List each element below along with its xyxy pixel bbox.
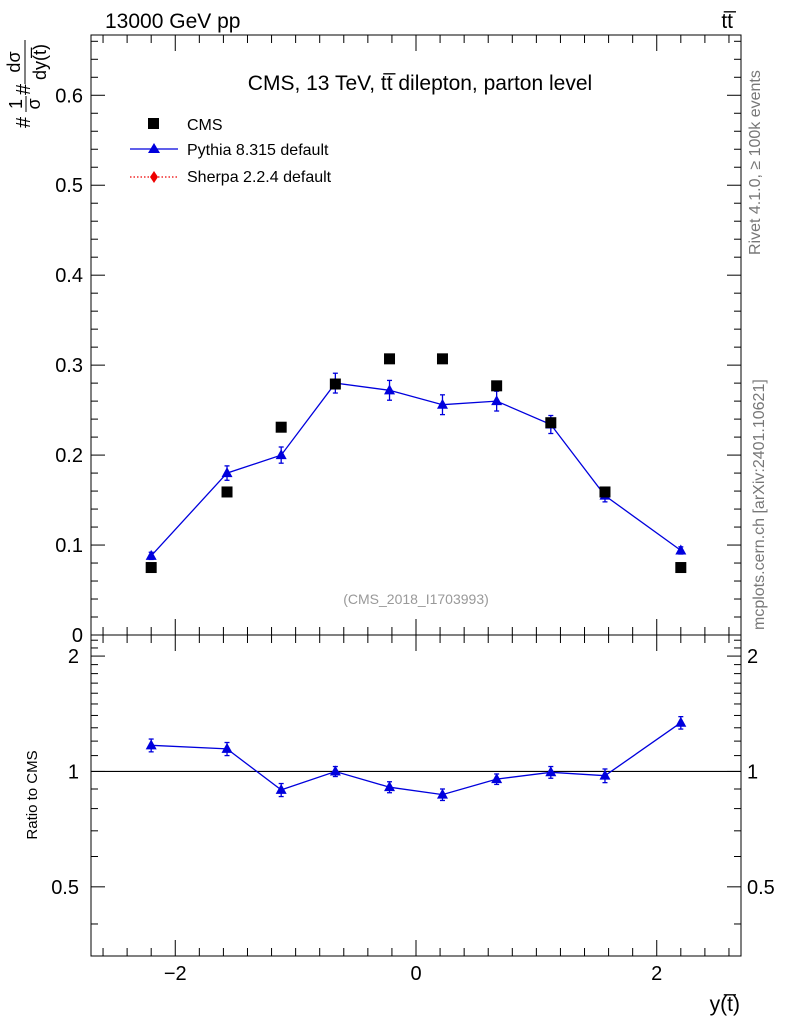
mcplots-label: mcplots.cern.ch [arXiv:2401.10621]	[751, 379, 768, 630]
svg-text:dy(t̅): dy(t̅)	[30, 44, 50, 80]
pythia-point	[221, 467, 233, 478]
svg-text:#: #	[13, 116, 35, 128]
ratio-panel-frame	[90, 634, 742, 957]
main-data-layer	[145, 353, 687, 574]
pythia-point	[275, 449, 287, 460]
pythia-point	[436, 398, 448, 409]
main-y-tick-labels: 0.1 0.2 0.3 0.4 0.5 0.6 0	[55, 85, 83, 647]
cms-point	[329, 378, 341, 390]
process-label: tt̅	[721, 10, 737, 33]
pythia-point	[384, 384, 396, 395]
svg-text:1: 1	[6, 99, 26, 109]
main-y-tick-label: 0.4	[55, 265, 83, 287]
pythia-point	[145, 549, 157, 560]
ratio-pythia-point	[329, 765, 341, 776]
svg-text:Sherpa 2.2.4 default: Sherpa 2.2.4 default	[187, 169, 332, 186]
ratio-y-axis-label: Ratio to CMS	[24, 750, 41, 839]
svg-text:σ: σ	[24, 98, 44, 109]
main-y-tick-label: 0.6	[55, 85, 83, 107]
chart-title: CMS, 13 TeV, tt̅ dilepton, parton level	[248, 72, 592, 95]
x-tick-label: −2	[164, 963, 187, 985]
x-axis-label: y(t̅)	[710, 993, 740, 1016]
ratio-x-tick-labels: −2 0 2	[164, 963, 662, 985]
x-tick-label: 0	[410, 963, 421, 985]
pythia-point	[491, 395, 503, 406]
ratio-y-tick-label-right: 1	[747, 761, 758, 783]
svg-text:dσ: dσ	[4, 51, 24, 72]
ratio-y-tick-label-left: 1	[68, 761, 79, 783]
rivet-label: Rivet 4.1.0, ≥ 100k events	[747, 70, 764, 255]
cms-point	[436, 353, 448, 365]
svg-text:Pythia 8.315 default: Pythia 8.315 default	[187, 142, 329, 159]
legend-entry-sherpa: Sherpa 2.2.4 default	[130, 169, 332, 186]
analysis-watermark: (CMS_2018_I1703993)	[343, 591, 489, 607]
ratio-pythia-point	[275, 783, 287, 794]
main-y-tick-label: 0.3	[55, 355, 83, 377]
cms-point	[491, 380, 503, 392]
cms-point	[545, 417, 557, 429]
svg-text:#: #	[13, 83, 35, 95]
ratio-y-tick-label-right: 0.5	[747, 877, 775, 899]
cms-point	[384, 353, 396, 365]
main-y-tick-label: 0.5	[55, 175, 83, 197]
ratio-y-tick-label-left: 0.5	[51, 877, 79, 899]
main-y-tick-label: 0.1	[55, 535, 83, 557]
pythia-line	[150, 382, 682, 557]
legend-entry-pythia: Pythia 8.315 default	[130, 142, 329, 159]
ratio-y-tick-label-right: 2	[747, 646, 758, 668]
pythia-point	[675, 544, 687, 555]
ratio-pythia-point	[599, 769, 611, 780]
ratio-pythia-point	[145, 739, 157, 750]
legend-entry-cms: CMS	[148, 117, 223, 134]
main-axis-ticks	[91, 35, 741, 636]
ratio-axis-ticks	[91, 635, 741, 956]
x-tick-label: 2	[651, 963, 662, 985]
main-y-tick-label: 0.2	[55, 445, 83, 467]
ratio-y-tick-label-left: 2	[68, 646, 79, 668]
cms-point	[221, 486, 233, 498]
main-y-tick-label: 0	[72, 625, 83, 647]
ratio-pythia-point	[221, 742, 233, 753]
energy-label: 13000 GeV pp	[105, 10, 240, 33]
cms-point	[275, 421, 287, 433]
ratio-pythia-point	[545, 766, 557, 777]
ratio-pythia-point	[675, 716, 687, 727]
cms-point	[599, 486, 611, 498]
ratio-pythia-line	[151, 722, 682, 796]
ratio-y-tick-labels: 0.5 0.5 1 1 2 2	[51, 646, 775, 899]
ratio-pythia-point	[491, 773, 503, 784]
main-y-axis-label: # 1 σ # dσ dy(t̅)	[4, 40, 50, 128]
ratio-pythia-point	[384, 781, 396, 792]
ratio-pythia-point	[436, 788, 448, 799]
cms-point	[675, 562, 687, 574]
cms-point	[145, 562, 157, 574]
legend: CMS Pythia 8.315 default Sherpa 2.2.4 de…	[130, 117, 332, 186]
ratio-data-layer	[91, 715, 741, 802]
svg-text:CMS: CMS	[187, 117, 223, 134]
